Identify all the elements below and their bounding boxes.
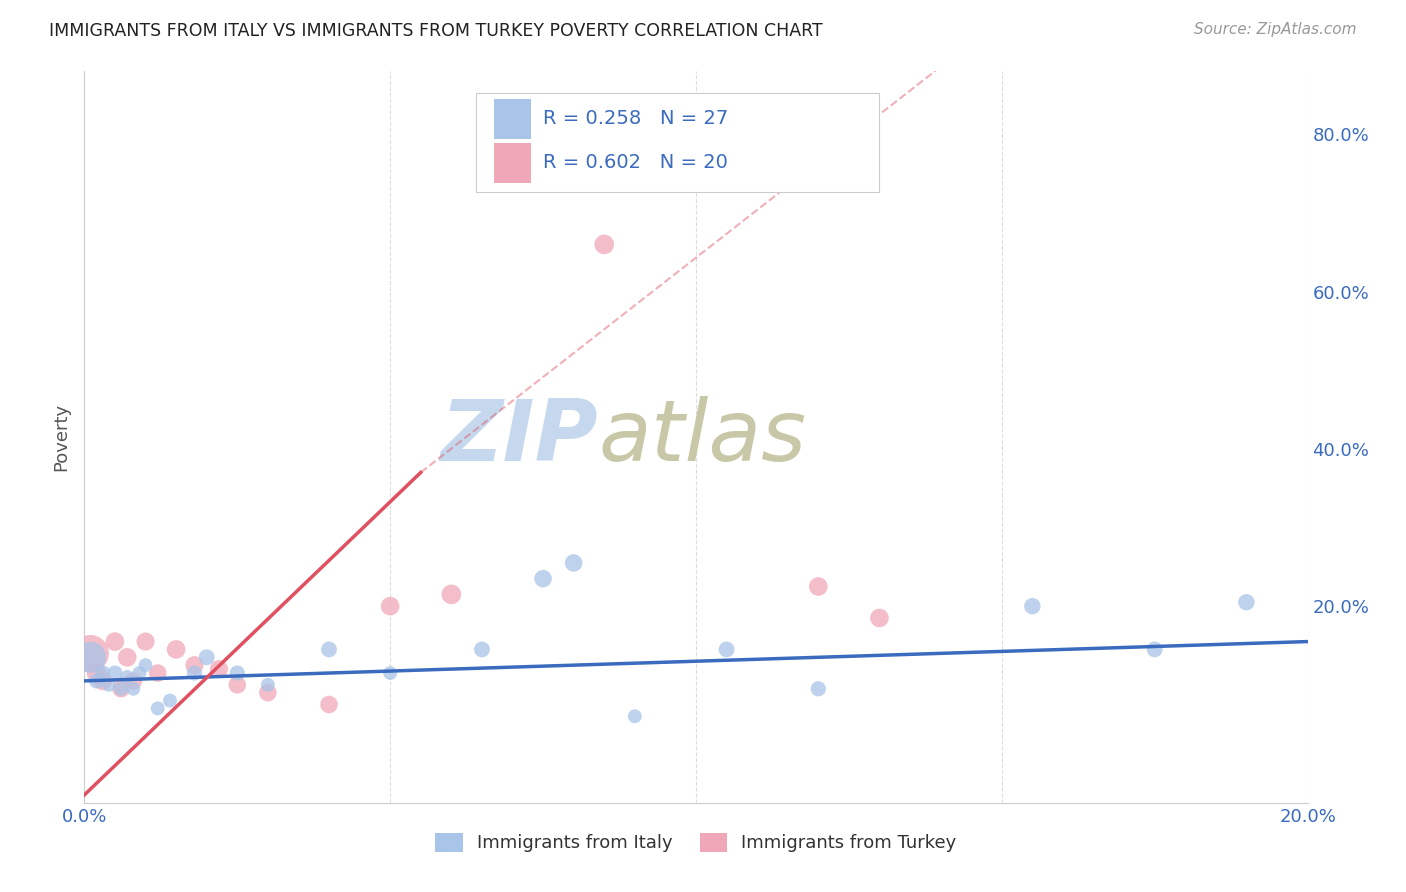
Point — [165, 642, 187, 657]
Point — [208, 662, 231, 676]
Point — [807, 580, 830, 594]
Point — [146, 701, 169, 715]
Point — [195, 650, 218, 665]
Point — [869, 611, 891, 625]
Y-axis label: Poverty: Poverty — [52, 403, 70, 471]
Point — [115, 670, 138, 684]
Point — [135, 634, 157, 648]
Text: R = 0.602   N = 20: R = 0.602 N = 20 — [543, 153, 728, 172]
Point — [97, 678, 120, 692]
Point — [110, 681, 132, 696]
Point — [1236, 595, 1258, 609]
FancyBboxPatch shape — [494, 143, 531, 183]
Text: ZIP: ZIP — [440, 395, 598, 479]
Point — [593, 237, 616, 252]
Point — [104, 666, 127, 681]
Point — [86, 673, 108, 688]
Point — [128, 666, 150, 681]
Point — [104, 634, 127, 648]
Point — [146, 666, 169, 681]
Point — [91, 673, 114, 688]
Text: Source: ZipAtlas.com: Source: ZipAtlas.com — [1194, 22, 1357, 37]
Point — [1021, 599, 1043, 614]
Point — [562, 556, 585, 570]
Point — [380, 599, 402, 614]
Point — [183, 658, 205, 673]
Point — [86, 666, 108, 681]
Point — [122, 673, 145, 688]
FancyBboxPatch shape — [494, 99, 531, 139]
Point — [380, 666, 402, 681]
Point — [79, 650, 101, 665]
Point — [110, 681, 132, 696]
Point — [471, 642, 494, 657]
FancyBboxPatch shape — [475, 94, 880, 192]
Point — [257, 686, 280, 700]
Point — [318, 642, 340, 657]
Point — [1143, 642, 1166, 657]
Point — [79, 646, 101, 660]
Point — [115, 650, 138, 665]
Point — [226, 678, 249, 692]
Text: IMMIGRANTS FROM ITALY VS IMMIGRANTS FROM TURKEY POVERTY CORRELATION CHART: IMMIGRANTS FROM ITALY VS IMMIGRANTS FROM… — [49, 22, 823, 40]
Point — [183, 666, 205, 681]
Legend: Immigrants from Italy, Immigrants from Turkey: Immigrants from Italy, Immigrants from T… — [429, 826, 963, 860]
Point — [159, 693, 181, 707]
Point — [807, 681, 830, 696]
Point — [624, 709, 647, 723]
Point — [531, 572, 554, 586]
Point — [91, 666, 114, 681]
Point — [122, 681, 145, 696]
Point — [716, 642, 738, 657]
Point — [226, 666, 249, 681]
Point — [257, 678, 280, 692]
Point — [440, 587, 463, 601]
Text: R = 0.258   N = 27: R = 0.258 N = 27 — [543, 110, 728, 128]
Point — [318, 698, 340, 712]
Point — [135, 658, 157, 673]
Text: atlas: atlas — [598, 395, 806, 479]
